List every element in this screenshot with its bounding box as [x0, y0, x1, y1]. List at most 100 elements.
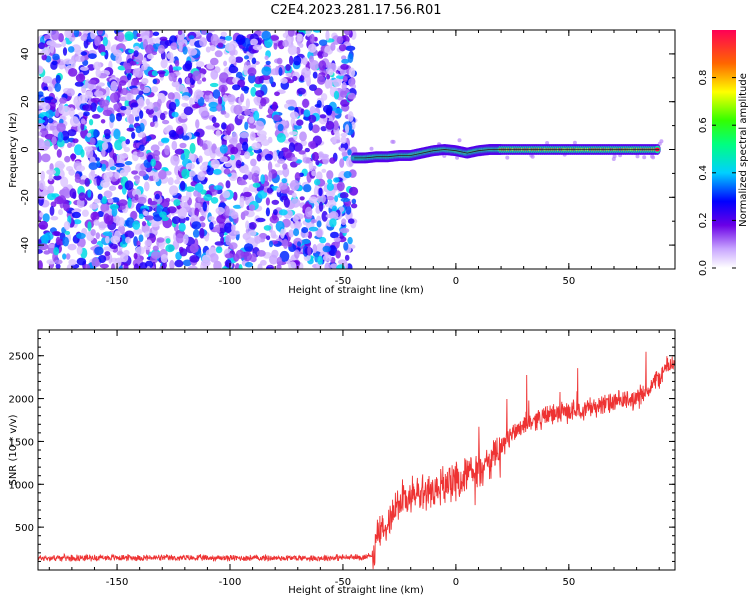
- heatmap-cell: [203, 194, 213, 202]
- heatmap-cell: [274, 163, 281, 168]
- heatmap-cell: [174, 179, 181, 185]
- x-tick-label: 0: [453, 276, 459, 287]
- heatmap-cell: [199, 227, 205, 239]
- heatmap-cell: [141, 64, 148, 71]
- heatmap-cell: [185, 162, 195, 170]
- heatmap-cell: [245, 98, 250, 109]
- heatmap-cell: [172, 66, 182, 71]
- heatmap-cell: [268, 240, 274, 248]
- heatmap-cell: [56, 195, 67, 204]
- heatmap-cell: [256, 130, 267, 138]
- heatmap-cell: [38, 249, 43, 254]
- heatmap-cell: [265, 207, 270, 217]
- heatmap-cell: [175, 233, 185, 244]
- heatmap-cell: [110, 80, 118, 92]
- heatmap-cell: [351, 198, 357, 204]
- heatmap-cell: [264, 55, 269, 61]
- heatmap-cell: [287, 241, 293, 247]
- heatmap-cell: [182, 259, 192, 267]
- colorbar-label: Normalized spectral amplitude: [738, 73, 749, 227]
- heatmap-cell: [94, 90, 104, 97]
- heatmap-cell: [210, 197, 219, 204]
- heatmap-cell: [196, 79, 202, 85]
- heatmap-cell: [113, 128, 121, 140]
- heatmap-cell: [235, 34, 246, 45]
- heatmap-cell: [38, 42, 46, 50]
- heatmap-cell: [304, 147, 310, 153]
- heatmap-cell: [137, 37, 144, 42]
- heatmap-cell: [93, 129, 99, 139]
- heatmap-cell: [230, 154, 235, 161]
- heatmap-cell: [276, 57, 283, 65]
- heatmap-cell: [210, 159, 220, 169]
- heatmap-cell: [245, 220, 250, 230]
- heatmap-cell: [174, 60, 180, 67]
- heatmap-cell: [153, 121, 159, 128]
- heatmap-cell: [208, 216, 215, 221]
- heatmap-cell: [321, 210, 328, 222]
- heatmap-cell: [260, 139, 270, 146]
- heatmap-cell: [133, 263, 140, 269]
- heatmap-cell: [64, 188, 71, 199]
- heatmap-cell: [232, 191, 238, 201]
- heatmap-cell: [80, 149, 85, 158]
- heatmap-cell: [113, 103, 119, 111]
- x-tick-label: -50: [335, 276, 351, 287]
- heatmap-cell: [135, 125, 142, 134]
- heatmap-cell: [78, 94, 88, 104]
- heatmap-cell: [333, 237, 341, 242]
- heatmap-cell: [170, 42, 178, 50]
- heatmap-cell: [144, 231, 150, 238]
- heatmap-cell: [44, 96, 54, 101]
- x-tick-label: -150: [106, 577, 129, 588]
- snr-line: [38, 351, 675, 570]
- heatmap-cell: [180, 153, 186, 161]
- heatmap-cell: [213, 185, 223, 191]
- heatmap-cell: [66, 88, 75, 97]
- heatmap-cell: [153, 150, 161, 157]
- heatmap-cell: [260, 97, 267, 107]
- heatmap-cell: [164, 145, 171, 156]
- heatmap-cell: [41, 54, 47, 61]
- heatmap-cell: [103, 190, 113, 199]
- heatmap-cell: [157, 44, 165, 54]
- heatmap-cell: [146, 266, 151, 269]
- heatmap-cell: [80, 122, 85, 131]
- heatmap-cell: [41, 153, 51, 163]
- heatmap-cell: [133, 228, 143, 235]
- heatmap-cell: [187, 72, 193, 79]
- heatmap-cell: [90, 168, 96, 177]
- heatmap-cell: [254, 235, 262, 244]
- heatmap-cell: [650, 154, 654, 159]
- heatmap-cell: [248, 204, 256, 212]
- heatmap-cell: [277, 123, 284, 132]
- heatmap-cell: [228, 55, 237, 64]
- heatmap-cell: [327, 178, 333, 184]
- heatmap-cell: [336, 264, 346, 269]
- heatmap-cell: [289, 111, 299, 120]
- heatmap-cell: [174, 259, 184, 268]
- heatmap-cell: [224, 222, 233, 234]
- heatmap-cell: [297, 87, 306, 95]
- heatmap-cell: [173, 199, 181, 207]
- heatmap-cell: [150, 158, 156, 167]
- heatmap-cell: [635, 154, 640, 159]
- heatmap-cell: [209, 221, 214, 230]
- heatmap-cell: [174, 148, 185, 155]
- heatmap-cell: [341, 55, 347, 60]
- heatmap-cell: [90, 97, 101, 103]
- heatmap-cell: [143, 210, 149, 216]
- heatmap-cell: [199, 138, 204, 147]
- heatmap-cell: [39, 112, 50, 118]
- heatmap-cell: [318, 187, 323, 197]
- heatmap-cell: [255, 90, 265, 97]
- heatmap-cell: [64, 230, 71, 235]
- heatmap-cell: [150, 222, 160, 228]
- heatmap-cell: [189, 243, 199, 253]
- heatmap-cell: [192, 104, 201, 109]
- heatmap-cell: [88, 79, 97, 85]
- heatmap-cell: [65, 253, 71, 260]
- heatmap-cell: [240, 93, 245, 103]
- heatmap-cell: [165, 244, 175, 253]
- heatmap-cell: [243, 86, 249, 94]
